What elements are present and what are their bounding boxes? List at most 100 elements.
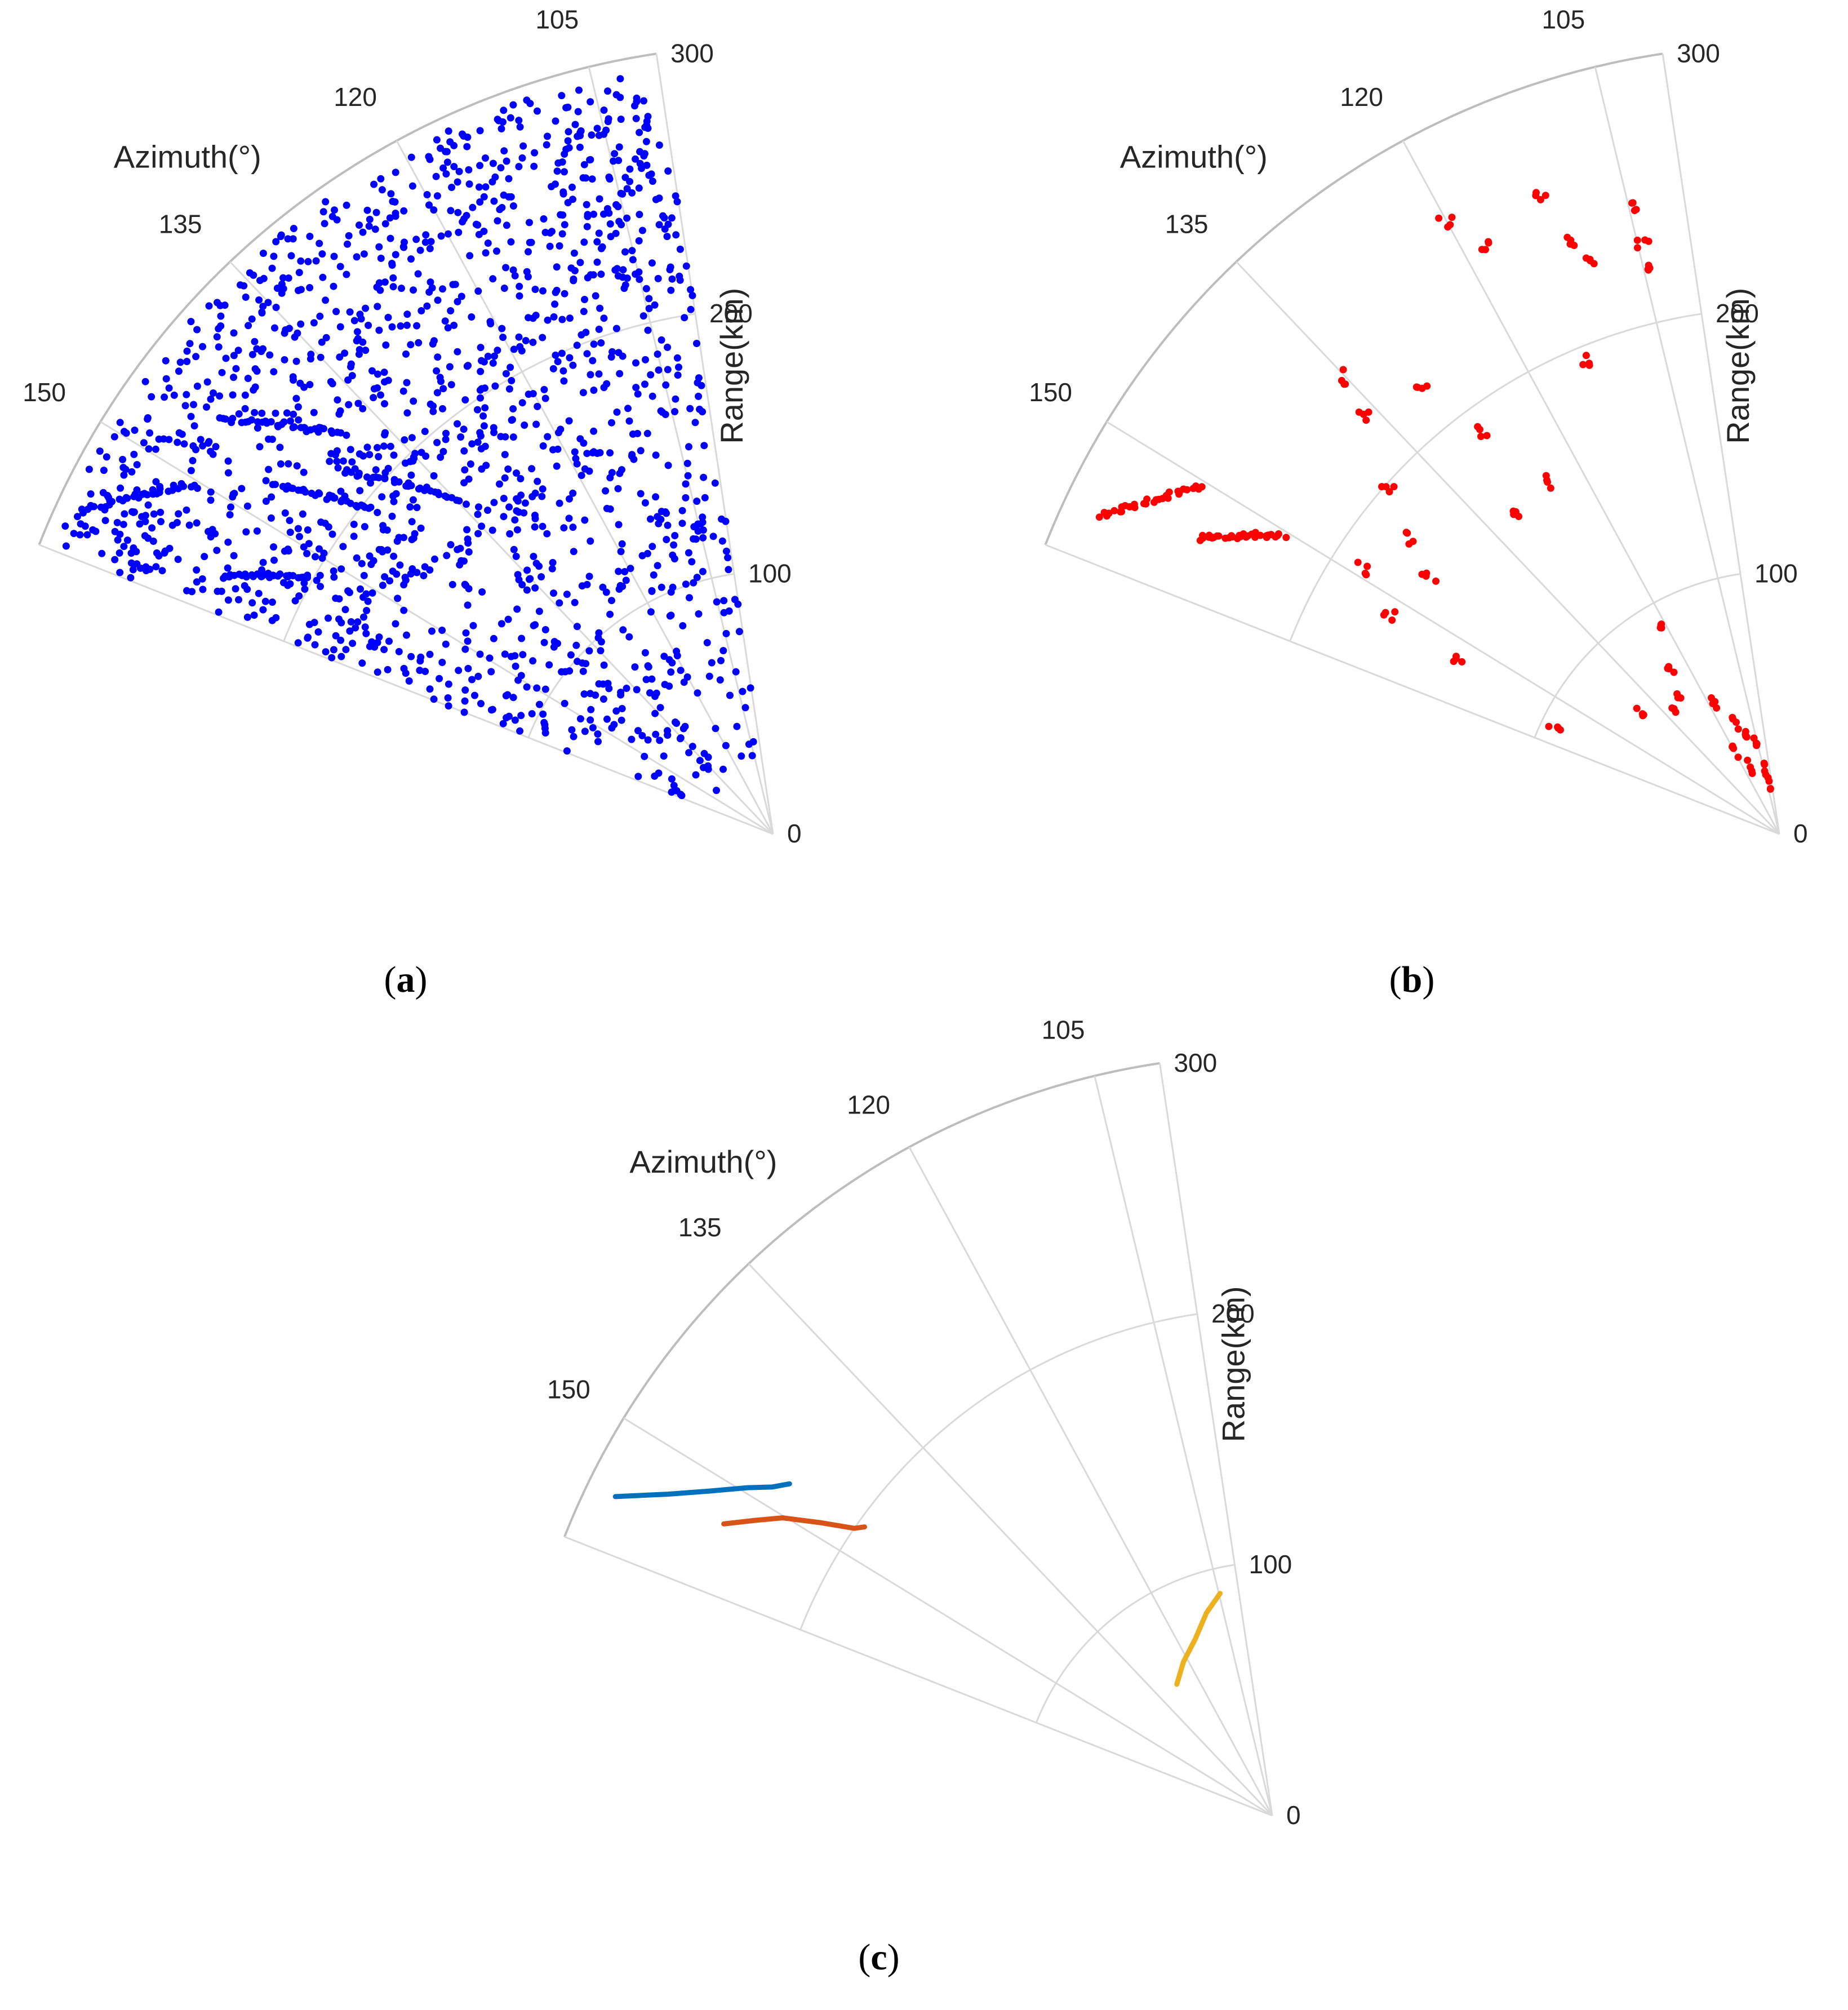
data-point — [150, 510, 158, 518]
series-line-1 — [612, 1481, 792, 1499]
data-point — [553, 286, 561, 294]
data-point — [133, 560, 141, 568]
data-point — [533, 684, 541, 692]
data-point — [364, 597, 372, 605]
data-point — [510, 545, 518, 553]
data-point — [143, 491, 151, 499]
data-point — [1510, 511, 1518, 518]
data-point — [379, 526, 387, 534]
data-point — [581, 727, 589, 735]
data-point — [1713, 704, 1721, 712]
data-point — [464, 539, 472, 547]
data-point — [241, 570, 249, 578]
data-point — [407, 255, 415, 263]
data-point — [251, 409, 259, 416]
data-point — [565, 128, 572, 136]
data-point — [377, 391, 384, 399]
data-point — [328, 654, 336, 662]
data-point — [554, 640, 561, 647]
data-point — [534, 107, 541, 115]
data-point — [192, 446, 199, 454]
data-point — [686, 594, 693, 602]
data-point — [376, 286, 384, 294]
data-point — [1435, 214, 1443, 222]
data-point — [529, 339, 537, 346]
data-point — [402, 459, 409, 467]
range-tick-label: 100 — [1249, 1550, 1292, 1579]
data-point — [281, 509, 289, 517]
data-point — [354, 618, 362, 626]
data-point — [583, 450, 591, 458]
data-point — [699, 534, 707, 542]
data-point — [215, 608, 223, 616]
data-point — [116, 419, 124, 427]
data-point — [560, 377, 568, 385]
data-point — [477, 445, 485, 452]
data-point — [449, 281, 457, 289]
data-point — [476, 650, 484, 658]
azimuth-axis-title: Azimuth(°) — [629, 1144, 777, 1179]
data-point — [446, 363, 454, 371]
data-point — [228, 419, 236, 427]
data-point — [183, 358, 191, 365]
data-point — [386, 214, 394, 222]
data-point — [666, 266, 674, 273]
data-point — [597, 270, 605, 278]
data-point — [306, 284, 314, 291]
data-point — [395, 478, 403, 486]
data-point — [521, 421, 528, 429]
data-point — [662, 381, 670, 389]
data-point — [410, 397, 417, 405]
data-point — [618, 540, 626, 548]
data-point — [344, 376, 352, 384]
data-point — [484, 507, 491, 514]
data-point — [496, 480, 503, 488]
data-point — [205, 527, 212, 535]
data-point — [388, 261, 396, 269]
data-point — [518, 581, 526, 589]
data-point — [501, 474, 509, 482]
data-point — [415, 339, 423, 347]
data-point — [277, 233, 285, 241]
data-point — [580, 439, 588, 447]
data-point — [559, 188, 567, 196]
data-point — [168, 521, 176, 529]
data-point — [486, 654, 494, 662]
data-point — [301, 585, 309, 593]
data-point — [222, 354, 230, 362]
data-point — [1409, 538, 1417, 545]
data-point — [633, 94, 641, 102]
data-point — [589, 357, 597, 365]
data-point — [616, 370, 624, 378]
data-point — [509, 202, 517, 210]
data-point — [384, 665, 392, 673]
data-point — [122, 494, 130, 502]
data-point — [530, 553, 537, 560]
data-point — [402, 576, 410, 584]
data-point — [1633, 244, 1641, 252]
data-point — [583, 350, 591, 358]
data-point — [703, 639, 711, 646]
data-point — [442, 429, 450, 437]
panel-caption: (c) — [858, 1937, 899, 1978]
data-point — [579, 667, 587, 675]
data-point — [316, 424, 323, 432]
data-point — [636, 148, 644, 156]
data-point — [267, 514, 275, 522]
data-point — [187, 412, 195, 420]
data-point — [61, 522, 69, 530]
data-point — [682, 262, 690, 270]
data-point — [363, 206, 371, 214]
data-point — [455, 228, 463, 236]
data-point — [502, 370, 510, 378]
data-point — [165, 436, 173, 443]
data-point — [224, 564, 232, 572]
data-point — [319, 273, 327, 281]
data-point — [566, 495, 573, 503]
data-point — [615, 218, 623, 225]
data-point — [156, 483, 164, 490]
data-point — [287, 252, 295, 260]
data-point — [732, 668, 740, 676]
data-point — [532, 312, 540, 320]
data-point — [642, 676, 650, 684]
